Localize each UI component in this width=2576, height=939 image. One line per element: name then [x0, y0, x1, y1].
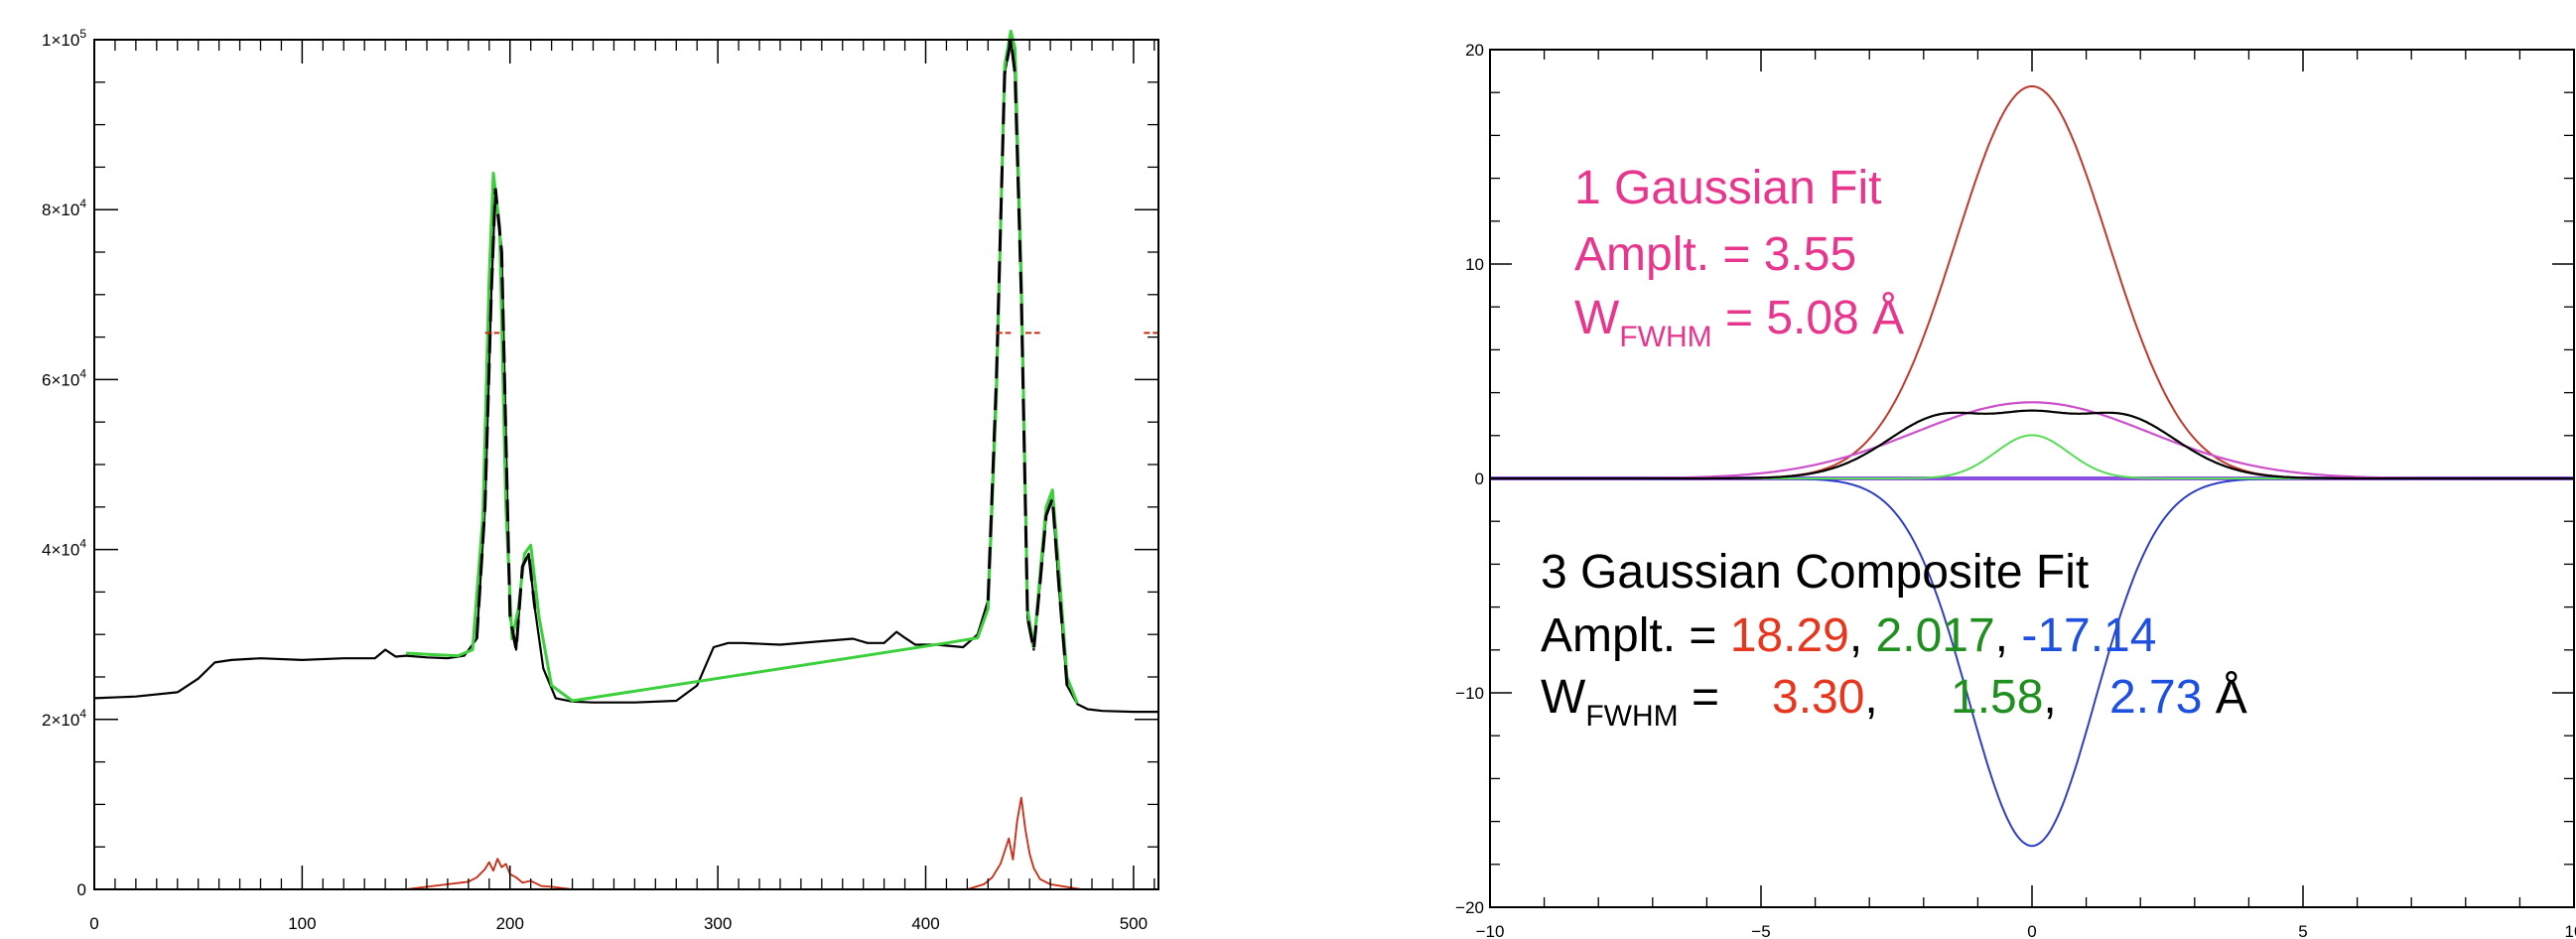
left-y-tick-mantissa: 1×10: [42, 31, 79, 50]
composite-w-unit: Å: [2202, 671, 2246, 724]
right-y-tick-label: 20: [1465, 41, 1484, 60]
right-y-tick-label: 0: [1475, 470, 1484, 488]
composite-w-sep-2: ,: [2043, 671, 2056, 724]
left-series-spectrum: [93, 38, 1158, 714]
right-series-single: [1490, 401, 2574, 480]
right-series-group: [1490, 84, 2574, 848]
right-series-comp2: [1490, 434, 2574, 479]
composite-w-sep-1: ,: [1864, 671, 1877, 724]
left-y-tick-exponent: 4: [79, 366, 86, 380]
composite-w-2: 1.58: [1951, 671, 2043, 724]
right-series-composite: [1490, 409, 2574, 480]
left-series-fit: [406, 29, 1079, 705]
composite-w-3: 2.73: [2109, 671, 2202, 724]
left-y-tick-mantissa: 4×10: [42, 541, 79, 560]
left-y-tick-mantissa: 2×10: [42, 711, 79, 730]
left-peak-dashes-1: [475, 188, 537, 650]
left-y-tick-label: 0: [77, 880, 86, 899]
left-peak-dashes-2: [986, 39, 1069, 686]
left-y-tick-mantissa: 0: [77, 880, 86, 899]
right-y-tick-label: −20: [1455, 898, 1484, 917]
left-series-residual: [405, 796, 1082, 890]
right-series-comp3: [1490, 477, 2574, 848]
left-x-tick-label: 500: [1120, 914, 1148, 933]
right-x-tick-label: 5: [2298, 922, 2307, 939]
single-fit-w: W: [1574, 292, 1620, 344]
right-chart: −10 −5 0 5 10 −20 −10 0 10 20 1 Gaussian Fit Ampl…: [1455, 41, 2576, 939]
left-y-tick-exponent: 5: [79, 27, 86, 41]
composite-w-1: 3.30: [1772, 671, 1864, 724]
right-x-tick-label: −5: [1751, 922, 1770, 939]
right-tick-group: −10 −5 0 5 10 −20 −10 0 10 20: [1455, 41, 2576, 939]
composite-amp-2: 2.017: [1876, 609, 1995, 662]
left-plot-frame: [93, 39, 1159, 890]
left-tick-group: 0 100 200 300 400 50002×1044×1046×1048×1041×1…: [42, 27, 1158, 933]
single-fit-title: 1 Gaussian Fit: [1574, 162, 1881, 214]
left-x-tick-label: 0: [89, 914, 98, 933]
composite-amp-sep-1: ,: [1849, 609, 1876, 662]
single-fit-w-value: = 5.08 Å: [1712, 292, 1904, 344]
left-series-group: [93, 29, 1158, 890]
right-x-tick-label: 0: [2027, 922, 2036, 939]
single-fit-annotation: 1 Gaussian Fit Amplt. = 3.55 WFWHM = 5.0…: [1574, 162, 1904, 353]
left-x-tick-label: 300: [704, 914, 732, 933]
right-series-comp1: [1490, 84, 2574, 479]
left-y-tick-mantissa: 8×10: [42, 201, 79, 219]
composite-fit-title: 3 Gaussian Composite Fit: [1541, 546, 2089, 599]
single-fit-fwhm: WFWHM = 5.08 Å: [1574, 292, 1904, 353]
right-x-tick-label: −10: [1476, 922, 1505, 939]
composite-fit-amplitudes: Amplt. = 18.29, 2.017, -17.14: [1541, 609, 2156, 662]
left-y-tick-exponent: 4: [79, 537, 86, 551]
composite-amp-sep-2: ,: [1995, 609, 2022, 662]
left-x-tick-label: 200: [496, 914, 524, 933]
left-y-tick-mantissa: 6×10: [42, 370, 79, 389]
left-y-tick-label: 2×104: [42, 707, 86, 730]
composite-fit-annotation: 3 Gaussian Composite Fit Amplt. = 18.29,…: [1541, 546, 2247, 733]
composite-amp-1: 18.29: [1730, 609, 1849, 662]
left-y-tick-label: 6×104: [42, 366, 86, 389]
left-y-tick-exponent: 4: [79, 197, 86, 210]
composite-amp-label: Amplt. =: [1541, 609, 1730, 662]
left-y-tick-label: 1×105: [42, 27, 86, 50]
left-chart: 0 100 200 300 400 50002×1044×1046×1048×1041×1…: [42, 27, 1159, 933]
composite-fit-fwhm: WFWHM = 3.30, 1.58, 2.73 Å: [1541, 671, 2247, 733]
composite-amp-3: -17.14: [2021, 609, 2156, 662]
left-y-tick-exponent: 4: [79, 707, 86, 721]
composite-w-sub: FWHM: [1585, 700, 1678, 733]
single-fit-amplitude: Amplt. = 3.55: [1574, 228, 1856, 281]
single-fit-w-sub: FWHM: [1619, 321, 1711, 353]
right-x-tick-label: 10: [2565, 922, 2576, 939]
left-y-tick-label: 4×104: [42, 537, 86, 560]
right-y-tick-label: 10: [1465, 255, 1484, 274]
left-y-tick-label: 8×104: [42, 197, 86, 219]
composite-w-eq: =: [1679, 671, 1733, 724]
left-x-tick-label: 400: [911, 914, 939, 933]
left-x-tick-label: 100: [288, 914, 316, 933]
composite-w: W: [1541, 671, 1586, 724]
right-y-tick-label: −10: [1455, 684, 1484, 703]
